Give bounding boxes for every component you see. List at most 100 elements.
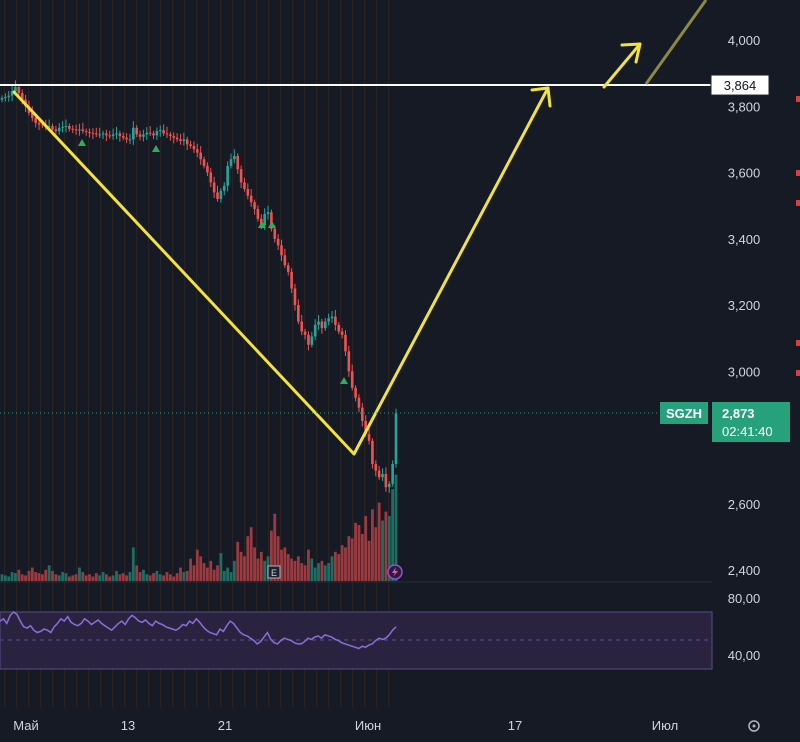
candle-body bbox=[229, 159, 233, 166]
candle-body bbox=[88, 132, 91, 134]
time-tick-label: 17 bbox=[508, 718, 522, 733]
volume-bar bbox=[246, 536, 250, 581]
candle-body bbox=[91, 132, 95, 134]
candle-body bbox=[216, 192, 219, 199]
candle-body bbox=[340, 331, 344, 335]
candle-body bbox=[54, 129, 58, 132]
session-band bbox=[340, 0, 342, 708]
volume-bar bbox=[34, 572, 38, 581]
session-band bbox=[16, 0, 18, 708]
candle-body bbox=[145, 132, 149, 135]
volume-bar bbox=[202, 563, 206, 581]
volume-bar bbox=[54, 574, 58, 581]
session-band bbox=[244, 0, 246, 708]
candle-body bbox=[354, 387, 357, 398]
candle-body bbox=[266, 212, 270, 214]
price-axis[interactable]: 2,400 2,600 3,000 3,200 3,400 3,600 3,800 4,000 bbox=[728, 33, 761, 578]
volume-bar bbox=[340, 545, 344, 581]
volume-bar bbox=[270, 530, 273, 581]
candle-body bbox=[391, 464, 394, 484]
candle-body bbox=[253, 202, 256, 209]
rsi-tick-label: 80,00 bbox=[728, 591, 761, 606]
candle-body bbox=[303, 331, 307, 335]
candle-body bbox=[350, 371, 354, 388]
session-band bbox=[76, 0, 78, 708]
volume-bar bbox=[108, 576, 112, 581]
volume-bar bbox=[125, 575, 128, 581]
volume-bar bbox=[84, 575, 88, 581]
earnings-marker-icon[interactable]: E bbox=[267, 565, 281, 579]
candle-body bbox=[37, 122, 41, 125]
volume-bar bbox=[310, 558, 314, 581]
volume-bar bbox=[10, 572, 14, 581]
candle-body bbox=[209, 172, 213, 183]
volume-bar bbox=[273, 513, 277, 581]
settings-icon[interactable] bbox=[748, 720, 760, 732]
candle-body bbox=[222, 185, 226, 191]
price-tick-label: 3,400 bbox=[728, 232, 761, 247]
session-band bbox=[112, 0, 114, 708]
volume-bar bbox=[303, 565, 307, 581]
volume-bar bbox=[88, 574, 91, 581]
countdown-timer: 02:41:40 bbox=[722, 424, 773, 439]
volume-bar bbox=[239, 551, 243, 581]
time-tick-label: 13 bbox=[121, 718, 135, 733]
volume-bar bbox=[357, 525, 361, 581]
volume-bar bbox=[189, 558, 192, 581]
candle-body bbox=[219, 190, 223, 199]
volume-bar bbox=[94, 573, 98, 581]
level-price-label: 3,864 bbox=[710, 74, 770, 96]
volume-bar bbox=[104, 574, 108, 581]
volume-bar bbox=[91, 576, 95, 581]
session-band bbox=[40, 0, 42, 708]
session-band bbox=[292, 0, 294, 708]
volume-bar bbox=[286, 554, 290, 581]
session-band bbox=[364, 0, 366, 708]
session-band bbox=[4, 0, 6, 708]
drawing-v-path[interactable] bbox=[12, 42, 642, 456]
volume-bar bbox=[236, 541, 240, 581]
lightning-marker-icon[interactable] bbox=[387, 564, 403, 580]
time-axis[interactable]: Май 13 21 Июн 17 Июл bbox=[13, 718, 678, 733]
candle-body bbox=[182, 139, 186, 142]
volume-bar bbox=[290, 558, 294, 581]
candle-body bbox=[239, 169, 243, 183]
price-tick-label: 4,000 bbox=[728, 33, 761, 48]
buy-signal-icon bbox=[78, 139, 86, 146]
candle-body bbox=[280, 245, 283, 256]
volume-bar bbox=[300, 563, 304, 581]
volume-bar bbox=[350, 538, 354, 581]
volume-bar bbox=[232, 560, 236, 581]
session-band bbox=[124, 0, 126, 708]
candle-body bbox=[334, 316, 337, 325]
candle-body bbox=[337, 324, 341, 332]
session-band bbox=[172, 0, 174, 708]
volume-bar bbox=[165, 572, 169, 581]
volume-bar bbox=[347, 536, 351, 581]
candle-body bbox=[249, 195, 253, 203]
candle-body bbox=[233, 155, 236, 160]
candle-body bbox=[367, 434, 371, 441]
candle-body bbox=[347, 351, 351, 372]
candle-body bbox=[320, 321, 324, 329]
volume-bar bbox=[131, 547, 135, 581]
trend-line-olive[interactable] bbox=[644, 0, 708, 85]
candle-body bbox=[364, 420, 367, 435]
candle-body bbox=[135, 127, 139, 135]
candle-body bbox=[313, 324, 317, 337]
volume-bar bbox=[253, 547, 256, 581]
volume-bar bbox=[206, 567, 209, 581]
volume-bar bbox=[313, 567, 317, 581]
buy-signal-icon bbox=[258, 221, 266, 228]
volume-bar bbox=[259, 551, 263, 581]
candle-body bbox=[290, 271, 293, 289]
candle-body bbox=[374, 464, 378, 471]
volume-bar bbox=[24, 575, 27, 581]
session-band bbox=[88, 0, 90, 708]
volume-bar bbox=[327, 563, 331, 581]
time-tick-label: Май bbox=[13, 718, 38, 733]
volume-bar bbox=[74, 574, 78, 581]
volume-bar bbox=[172, 576, 176, 581]
candle-body bbox=[10, 91, 14, 96]
